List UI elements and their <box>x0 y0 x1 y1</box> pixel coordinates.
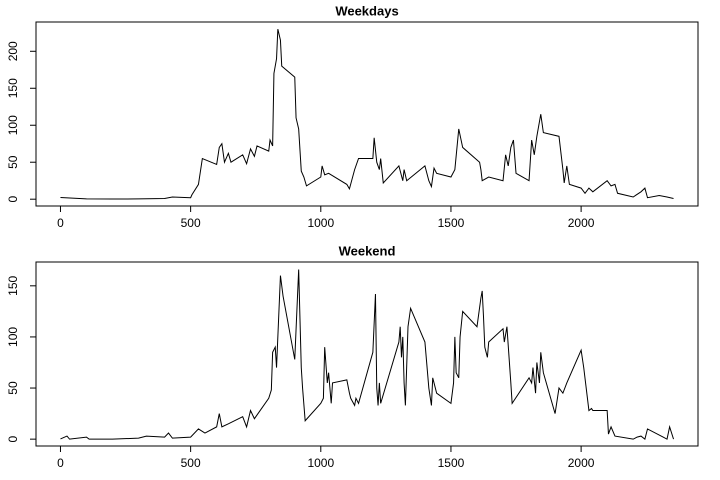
y-tick-label: 100 <box>6 327 20 347</box>
x-tick-label: 500 <box>181 216 201 230</box>
chart-title: Weekend <box>339 243 396 258</box>
y-tick-label: 100 <box>6 115 20 135</box>
x-tick-label: 500 <box>181 456 201 470</box>
x-tick-label: 1000 <box>307 216 334 230</box>
x-tick-label: 2000 <box>568 456 595 470</box>
y-tick-label: 200 <box>6 41 20 61</box>
y-tick-label: 150 <box>6 275 20 295</box>
x-tick-label: 1500 <box>438 456 465 470</box>
x-tick-label: 0 <box>57 456 64 470</box>
plot-frame <box>35 21 699 207</box>
plot-frame <box>35 261 699 447</box>
data-line <box>60 28 674 200</box>
y-tick-label: 0 <box>6 435 20 442</box>
chart-title: Weekdays <box>335 3 398 18</box>
y-tick-label: 0 <box>6 196 20 203</box>
x-tick-label: 2000 <box>568 216 595 230</box>
data-line <box>60 269 675 441</box>
x-tick-label: 1000 <box>307 456 334 470</box>
y-tick-label: 50 <box>6 155 20 169</box>
y-tick-label: 50 <box>6 381 20 395</box>
y-tick-label: 150 <box>6 78 20 98</box>
x-tick-label: 1500 <box>438 216 465 230</box>
x-tick-label: 0 <box>57 216 64 230</box>
